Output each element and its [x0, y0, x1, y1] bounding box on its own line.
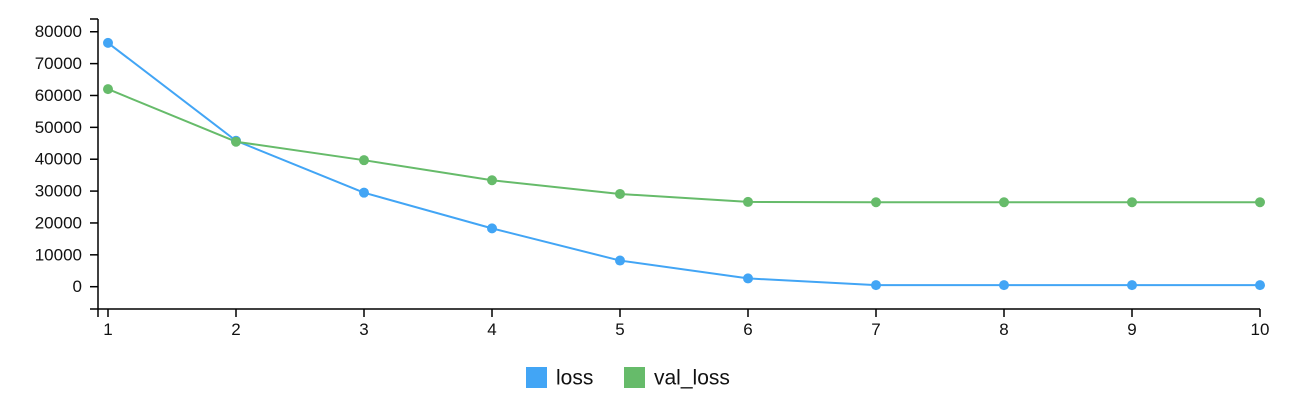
legend-label: loss — [556, 367, 593, 390]
x-tick-label: 10 — [1251, 320, 1270, 339]
data-point-loss — [871, 280, 881, 291]
data-point-val-loss — [871, 197, 881, 208]
x-tick-label: 1 — [103, 320, 112, 339]
x-tick-label: 4 — [487, 320, 496, 339]
data-point-loss — [487, 223, 497, 234]
data-point-loss — [743, 273, 753, 284]
legend-swatch — [624, 367, 645, 388]
y-axis: 0 10000 20000 30000 40000 50000 60000 70000 8000… — [35, 18, 99, 310]
x-tick-label: 9 — [1127, 320, 1136, 339]
data-point-loss — [1127, 280, 1137, 291]
data-point-val-loss — [487, 175, 497, 186]
x-tick-label: 3 — [359, 320, 368, 339]
x-tick-label: 5 — [615, 320, 624, 339]
series-points — [103, 37, 1265, 291]
x-axis: 1 2 3 4 5 6 7 8 9 10 — [97, 308, 1270, 339]
data-point-loss — [103, 37, 113, 48]
data-point-loss — [999, 280, 1009, 291]
data-point-loss — [1255, 280, 1265, 291]
y-tick-label: 40000 — [35, 150, 82, 169]
data-point-loss — [615, 255, 625, 266]
x-tick-label: 6 — [743, 320, 752, 339]
x-tick-label: 8 — [999, 320, 1008, 339]
y-tick-label: 70000 — [35, 54, 82, 73]
y-tick-label: 20000 — [35, 213, 82, 232]
series-line-val-loss — [107, 88, 1260, 204]
data-point-val-loss — [231, 136, 241, 147]
x-tick-label: 2 — [231, 320, 240, 339]
data-point-val-loss — [743, 196, 753, 207]
data-point-val-loss — [1255, 197, 1265, 208]
series-line-loss — [107, 42, 1260, 287]
legend: loss val_loss — [526, 367, 730, 390]
data-point-loss — [359, 187, 369, 198]
x-tick-label: 7 — [871, 320, 880, 339]
data-point-val-loss — [999, 197, 1009, 208]
data-point-val-loss — [1127, 197, 1137, 208]
data-point-val-loss — [615, 188, 625, 199]
y-tick-label: 80000 — [35, 22, 82, 41]
data-point-val-loss — [359, 155, 369, 166]
legend-label: val_loss — [654, 367, 730, 390]
legend-swatch — [526, 367, 547, 388]
y-tick-label: 0 — [73, 277, 82, 296]
y-tick-label: 50000 — [35, 118, 82, 137]
legend-item-val-loss: val_loss — [624, 367, 730, 390]
data-point-val-loss — [103, 84, 113, 95]
legend-item-loss: loss — [526, 367, 593, 390]
y-tick-label: 60000 — [35, 86, 82, 105]
y-tick-label: 10000 — [35, 245, 82, 264]
series-lines — [107, 42, 1260, 287]
y-tick-label: 30000 — [35, 182, 82, 201]
